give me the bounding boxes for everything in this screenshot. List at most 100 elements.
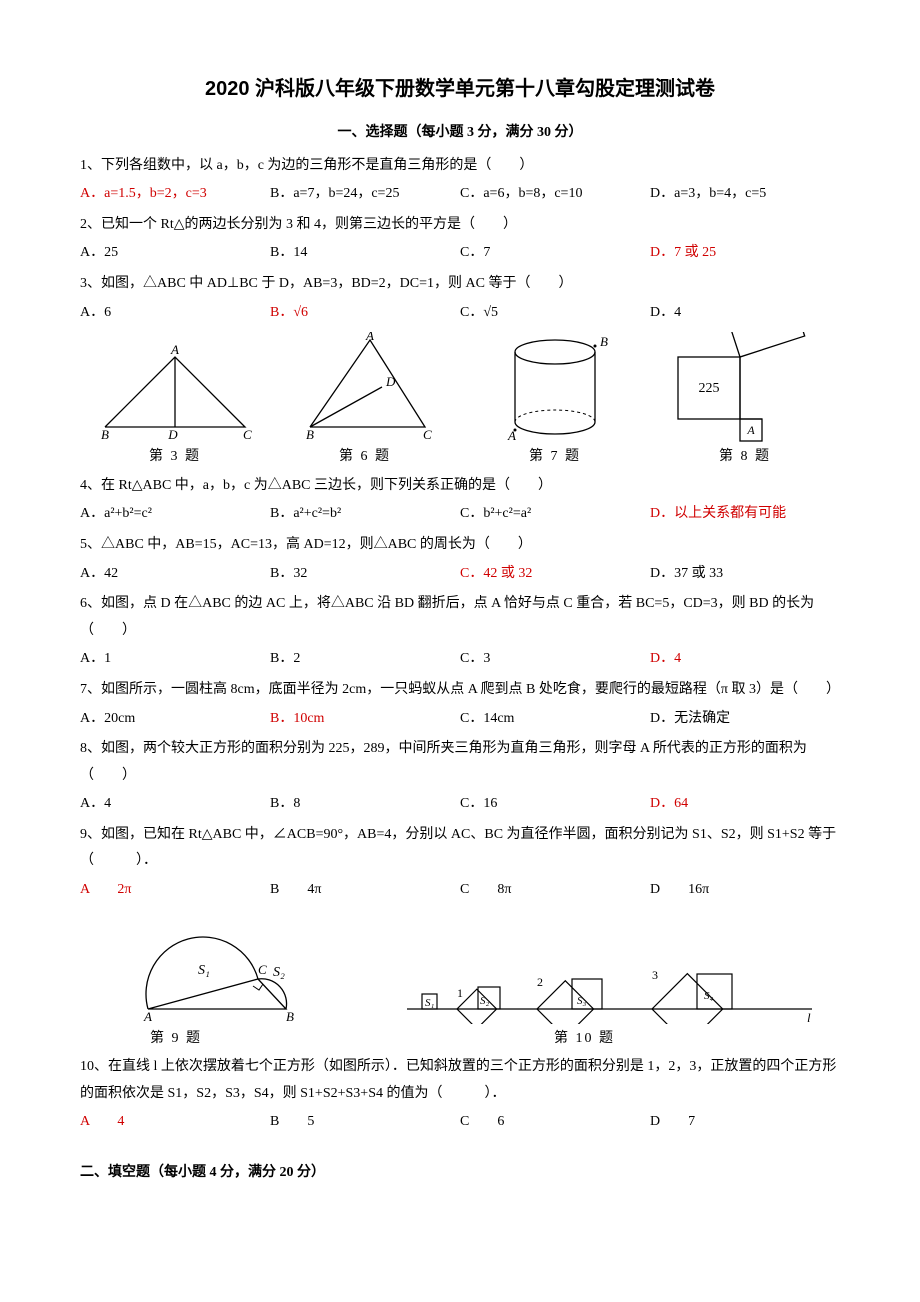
opt-10C: C 6 <box>460 1109 650 1136</box>
question-8-options: A．4 B．8 C．16 D．64 <box>80 791 840 818</box>
question-7-options: A．20cm B．10cm C．14cm D．无法确定 <box>80 706 840 733</box>
opt-6C: C．3 <box>460 646 650 673</box>
opt-6A: A．1 <box>80 646 270 673</box>
svg-text:2: 2 <box>537 975 543 989</box>
figcap-9: 第 9 题 <box>90 1026 356 1053</box>
question-4: 4、在 Rt△ABC 中，a，b，c 为△ABC 三边长，则下列关系正确的是（ … <box>80 473 840 500</box>
opt-4D: D．以上关系都有可能 <box>650 501 840 528</box>
opt-10A: A 4 <box>80 1109 270 1136</box>
opt-8A: A．4 <box>80 791 270 818</box>
opt-9D: D 16π <box>650 877 840 904</box>
page-title: 2020 沪科版八年级下册数学单元第十八章勾股定理测试卷 <box>80 70 840 108</box>
question-8: 8、如图，两个较大正方形的面积分别为 225，289，中间所夹三角形为直角三角形… <box>80 736 840 789</box>
opt-2D: D．7 或 25 <box>650 240 840 267</box>
figure-q10: l S₁ 1 S₂ 2 S₃ 3 S₄ 第 10 题 <box>384 924 840 1053</box>
svg-text:B: B <box>286 1009 294 1024</box>
svg-text:S₂: S₂ <box>273 965 285 980</box>
svg-text:A: A <box>143 1009 152 1024</box>
svg-text:A: A <box>746 423 755 437</box>
question-1-options: A．a=1.5，b=2，c=3 B．a=7，b=24，c=25 C．a=6，b=… <box>80 181 840 208</box>
question-2: 2、已知一个 Rt△的两边长分别为 3 和 4，则第三边长的平方是（ ） <box>80 212 840 239</box>
question-5-options: A．42 B．32 C．42 或 32 D．37 或 33 <box>80 561 840 588</box>
opt-7B: B．10cm <box>270 706 460 733</box>
opt-9A: A 2π <box>80 877 270 904</box>
opt-7A: A．20cm <box>80 706 270 733</box>
question-9-options: A 2π B 4π C 8π D 16π <box>80 877 840 904</box>
figcap-8: 第 8 题 <box>650 444 840 471</box>
opt-5C: C．42 或 32 <box>460 561 650 588</box>
question-2-options: A．25 B．14 C．7 D．7 或 25 <box>80 240 840 267</box>
opt-9C: C 8π <box>460 877 650 904</box>
question-3: 3、如图，△ABC 中 AD⊥BC 于 D，AB=3，BD=2，DC=1，则 A… <box>80 271 840 298</box>
figcap-3: 第 3 题 <box>80 444 270 471</box>
figure-q7: A B 第 7 题 <box>460 332 650 471</box>
opt-3A: A．6 <box>80 300 270 327</box>
figure-q6: A B C D 第 6 题 <box>270 332 460 471</box>
question-6: 6、如图，点 D 在△ABC 的边 AC 上，将△ABC 沿 BD 翻折后，点 … <box>80 591 840 644</box>
opt-2B: B．14 <box>270 240 460 267</box>
opt-5B: B．32 <box>270 561 460 588</box>
svg-text:D: D <box>385 374 396 389</box>
question-5: 5、△ABC 中，AB=15，AC=13，高 AD=12，则△ABC 的周长为（… <box>80 532 840 559</box>
question-9: 9、如图，已知在 Rt△ABC 中，∠ACB=90°，AB=4，分别以 AC、B… <box>80 822 840 875</box>
opt-4C: C．b²+c²=a² <box>460 501 650 528</box>
svg-text:B: B <box>306 427 314 442</box>
question-10-options: A 4 B 5 C 6 D 7 <box>80 1109 840 1136</box>
svg-text:S₂: S₂ <box>480 995 490 1007</box>
svg-text:S₁: S₁ <box>198 963 210 978</box>
section-1-heading: 一、选择题（每小题 3 分，满分 30 分） <box>80 120 840 147</box>
svg-text:S₁: S₁ <box>425 997 435 1009</box>
opt-10B: B 5 <box>270 1109 460 1136</box>
svg-text:A: A <box>170 342 179 357</box>
question-6-options: A．1 B．2 C．3 D．4 <box>80 646 840 673</box>
opt-8D: D．64 <box>650 791 840 818</box>
svg-text:S₃: S₃ <box>577 995 587 1007</box>
figcap-6: 第 6 题 <box>270 444 460 471</box>
svg-text:1: 1 <box>457 986 463 1000</box>
figure-row-2: S₁ S₂ A B C 第 9 题 l S₁ 1 S₂ 2 S₃ <box>80 914 840 1053</box>
opt-1B: B．a=7，b=24，c=25 <box>270 181 460 208</box>
question-3-options: A．6 B．√6 C．√5 D．4 <box>80 300 840 327</box>
svg-text:B: B <box>101 427 109 442</box>
opt-8C: C．16 <box>460 791 650 818</box>
opt-3D: D．4 <box>650 300 840 327</box>
svg-text:A: A <box>507 428 516 442</box>
opt-10D: D 7 <box>650 1109 840 1136</box>
figure-row-1: A B C D 第 3 题 A B C D 第 6 题 A B <box>80 332 840 471</box>
svg-text:D: D <box>167 427 178 442</box>
opt-2C: C．7 <box>460 240 650 267</box>
figcap-7: 第 7 题 <box>460 444 650 471</box>
opt-1C: C．a=6，b=8，c=10 <box>460 181 650 208</box>
opt-2A: A．25 <box>80 240 270 267</box>
opt-4A: A．a²+b²=c² <box>80 501 270 528</box>
figure-q9: S₁ S₂ A B C 第 9 题 <box>80 914 356 1053</box>
question-4-options: A．a²+b²=c² B．a²+c²=b² C．b²+c²=a² D．以上关系都… <box>80 501 840 528</box>
opt-5A: A．42 <box>80 561 270 588</box>
svg-text:C: C <box>423 427 432 442</box>
opt-1A: A．a=1.5，b=2，c=3 <box>80 181 270 208</box>
figure-q8: 225 289 A 第 8 题 <box>650 332 840 471</box>
opt-8B: B．8 <box>270 791 460 818</box>
question-1: 1、下列各组数中，以 a，b，c 为边的三角形不是直角三角形的是（ ） <box>80 153 840 180</box>
svg-text:3: 3 <box>652 968 658 982</box>
opt-5D: D．37 或 33 <box>650 561 840 588</box>
opt-7D: D．无法确定 <box>650 706 840 733</box>
opt-9B: B 4π <box>270 877 460 904</box>
svg-text:A: A <box>365 332 374 343</box>
opt-6B: B．2 <box>270 646 460 673</box>
opt-7C: C．14cm <box>460 706 650 733</box>
figure-q3: A B C D 第 3 题 <box>80 342 270 471</box>
opt-1D: D．a=3，b=4，c=5 <box>650 181 840 208</box>
opt-4B: B．a²+c²=b² <box>270 501 460 528</box>
svg-text:C: C <box>243 427 252 442</box>
svg-text:l: l <box>807 1010 811 1024</box>
opt-6D: D．4 <box>650 646 840 673</box>
svg-text:S₄: S₄ <box>704 990 714 1002</box>
opt-3C: C．√5 <box>460 300 650 327</box>
svg-text:B: B <box>600 334 608 349</box>
section-2-heading: 二、填空题（每小题 4 分，满分 20 分） <box>80 1160 840 1187</box>
svg-text:225: 225 <box>699 381 720 396</box>
opt-3B: B．√6 <box>270 300 460 327</box>
svg-text:C: C <box>258 962 267 977</box>
question-7: 7、如图所示，一圆柱高 8cm，底面半径为 2cm，一只蚂蚁从点 A 爬到点 B… <box>80 677 840 704</box>
